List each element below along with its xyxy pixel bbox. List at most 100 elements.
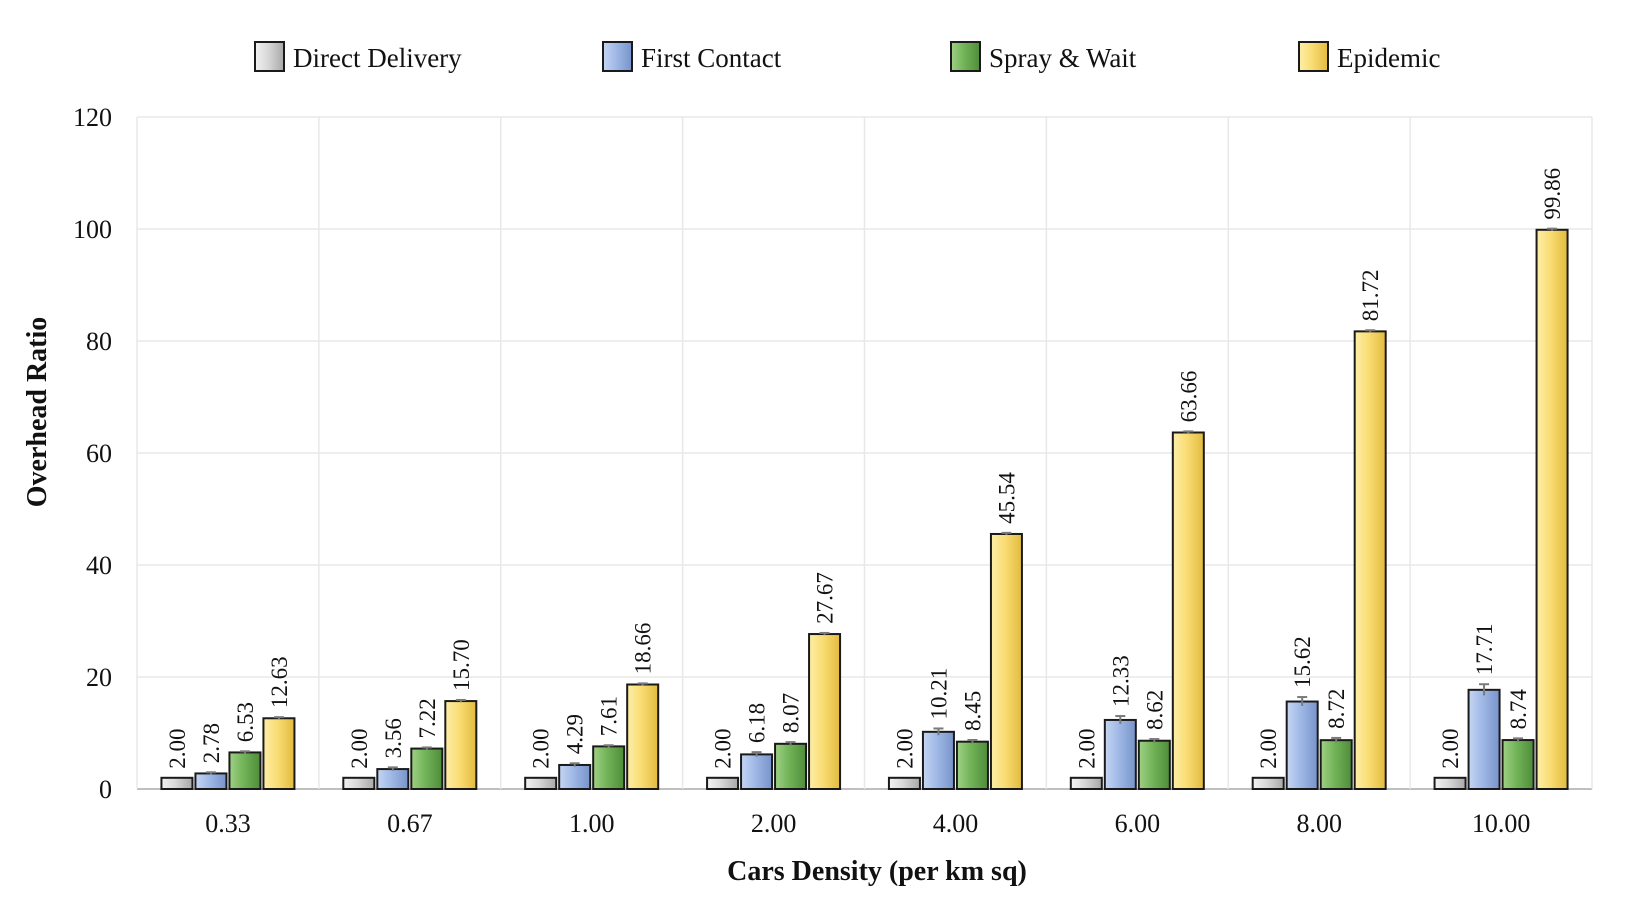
bar-first-contact [1103, 718, 1137, 791]
x-axis: 0.33 0.67 1.00 2.00 4.00 6.00 8.00 10.00 [205, 809, 1530, 838]
bar-direct-delivery [887, 776, 921, 790]
bar-epidemic [1353, 330, 1387, 790]
x-tick-label: 1.00 [569, 809, 615, 838]
bar-first-contact [1285, 700, 1319, 791]
data-label: 10.21 [926, 668, 951, 720]
bar-epidemic [626, 683, 660, 791]
bar-epidemic [989, 532, 1023, 791]
bar-first-contact [1467, 688, 1501, 790]
legend-label: Direct Delivery [293, 43, 462, 73]
data-label: 2.00 [529, 729, 554, 769]
data-label: 63.66 [1176, 371, 1201, 423]
legend-label: Epidemic [1337, 43, 1440, 73]
bar-epidemic [1535, 228, 1569, 790]
legend-item-spray-wait: Spray & Wait [950, 41, 1137, 73]
y-tick-label: 0 [99, 775, 112, 804]
x-tick-label: 2.00 [751, 809, 797, 838]
bar-spray-wait [1137, 739, 1171, 791]
data-label: 2.00 [1256, 729, 1281, 769]
bar-direct-delivery [1069, 776, 1103, 790]
bar-first-contact [194, 772, 228, 791]
y-axis: 0 20 40 60 80 100 120 [73, 103, 112, 804]
x-tick-label: 8.00 [1296, 809, 1342, 838]
data-label: 7.61 [597, 696, 622, 736]
bar-series-group: 2.00 2.00 2.00 2.00 2.00 2.00 2.00 2.00 2.78 3.56… [160, 168, 1569, 791]
data-label: 6.18 [745, 703, 770, 743]
data-label: 8.72 [1324, 689, 1349, 729]
data-label: 12.63 [267, 656, 292, 708]
y-tick-label: 120 [73, 103, 112, 132]
y-tick-label: 40 [86, 551, 112, 580]
bar-epidemic [444, 700, 478, 791]
data-label: 45.54 [994, 472, 1019, 524]
data-label: 2.78 [199, 723, 224, 763]
bar-direct-delivery [1433, 776, 1467, 790]
bar-first-contact [376, 768, 410, 791]
bar-direct-delivery [706, 776, 740, 790]
y-tick-label: 60 [86, 439, 112, 468]
bar-spray-wait [410, 747, 444, 790]
data-label: 15.62 [1290, 636, 1315, 688]
legend-item-first-contact: First Contact [602, 41, 782, 73]
data-label: 8.74 [1506, 689, 1531, 730]
data-label: 18.66 [631, 623, 656, 675]
legend-item-direct-delivery: Direct Delivery [254, 41, 462, 73]
data-label: 8.45 [960, 691, 985, 731]
data-label: 2.00 [165, 729, 190, 769]
y-tick-label: 20 [86, 663, 112, 692]
legend-swatch [602, 41, 633, 72]
bar-spray-wait [592, 745, 626, 790]
legend-swatch [254, 41, 285, 72]
x-tick-label: 0.67 [387, 809, 433, 838]
data-label: 17.71 [1472, 623, 1497, 675]
data-label: 2.00 [892, 729, 917, 769]
data-label: 6.53 [233, 702, 258, 742]
bar-first-contact [740, 753, 774, 791]
bar-epidemic [262, 717, 296, 790]
bar-spray-wait [228, 751, 262, 791]
data-label: 7.22 [415, 698, 440, 738]
data-label: 99.86 [1540, 168, 1565, 220]
data-label: 2.00 [347, 729, 372, 769]
data-label: 12.33 [1108, 655, 1133, 707]
bar-first-contact [921, 730, 955, 790]
data-label: 15.70 [449, 639, 474, 691]
legend: Direct Delivery First Contact Spray & Wait… [254, 41, 1440, 73]
bar-direct-delivery [160, 776, 194, 790]
legend-label: First Contact [641, 43, 782, 73]
bar-first-contact [558, 763, 592, 791]
x-tick-label: 4.00 [933, 809, 979, 838]
x-tick-label: 0.33 [205, 809, 251, 838]
legend-swatch [950, 41, 981, 72]
data-label: 81.72 [1358, 269, 1383, 321]
bar-spray-wait [955, 740, 989, 790]
legend-item-epidemic: Epidemic [1298, 41, 1440, 73]
y-axis-title: Overhead Ratio [22, 317, 53, 508]
bar-epidemic [808, 633, 842, 790]
y-tick-label: 100 [73, 215, 112, 244]
bar-direct-delivery [342, 776, 376, 790]
y-tick-label: 80 [86, 327, 112, 356]
data-label: 4.29 [563, 714, 588, 754]
data-label: 2.00 [711, 729, 736, 769]
data-label: 8.07 [779, 693, 804, 733]
data-label: 3.56 [381, 718, 406, 758]
data-label: 2.00 [1438, 729, 1463, 769]
data-label: 2.00 [1074, 729, 1099, 769]
bar-direct-delivery [524, 776, 558, 790]
bar-spray-wait [774, 742, 808, 790]
bar-spray-wait [1319, 739, 1353, 791]
gridlines [136, 116, 1593, 790]
legend-label: Spray & Wait [989, 43, 1137, 73]
data-label: 8.62 [1142, 690, 1167, 730]
legend-swatch [1298, 41, 1329, 72]
bar-direct-delivery [1251, 776, 1285, 790]
x-tick-label: 10.00 [1472, 809, 1531, 838]
bar-spray-wait [1501, 739, 1535, 791]
data-label: 27.67 [813, 572, 838, 624]
x-tick-label: 6.00 [1115, 809, 1161, 838]
x-axis-title: Cars Density (per km sq) [727, 856, 1027, 887]
bar-epidemic [1171, 431, 1205, 790]
